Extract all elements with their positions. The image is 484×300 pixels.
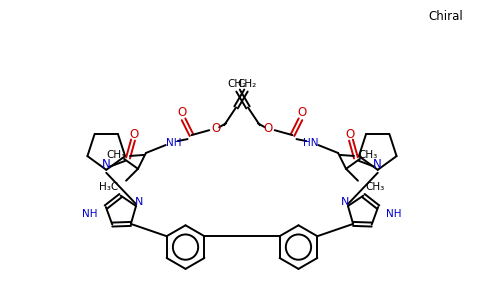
- Text: CH₂: CH₂: [227, 79, 247, 88]
- Text: N: N: [341, 197, 349, 207]
- Text: N: N: [373, 158, 382, 171]
- Text: N: N: [102, 158, 111, 171]
- Text: O: O: [212, 122, 221, 135]
- Text: Chiral: Chiral: [428, 10, 463, 23]
- Text: O: O: [129, 128, 138, 141]
- Text: O: O: [346, 128, 355, 141]
- Text: NH: NH: [82, 209, 98, 219]
- Text: CH₂: CH₂: [237, 79, 257, 88]
- Text: H₃C: H₃C: [99, 182, 118, 192]
- Text: N: N: [135, 197, 143, 207]
- Text: O: O: [263, 122, 272, 135]
- Text: CH₃: CH₃: [366, 182, 385, 192]
- Text: CH₃: CH₃: [358, 150, 378, 160]
- Text: NH: NH: [386, 209, 402, 219]
- Text: CH₃: CH₃: [106, 150, 126, 160]
- Text: HN: HN: [302, 138, 318, 148]
- Text: O: O: [177, 106, 186, 119]
- Text: O: O: [298, 106, 307, 119]
- Text: NH: NH: [166, 138, 182, 148]
